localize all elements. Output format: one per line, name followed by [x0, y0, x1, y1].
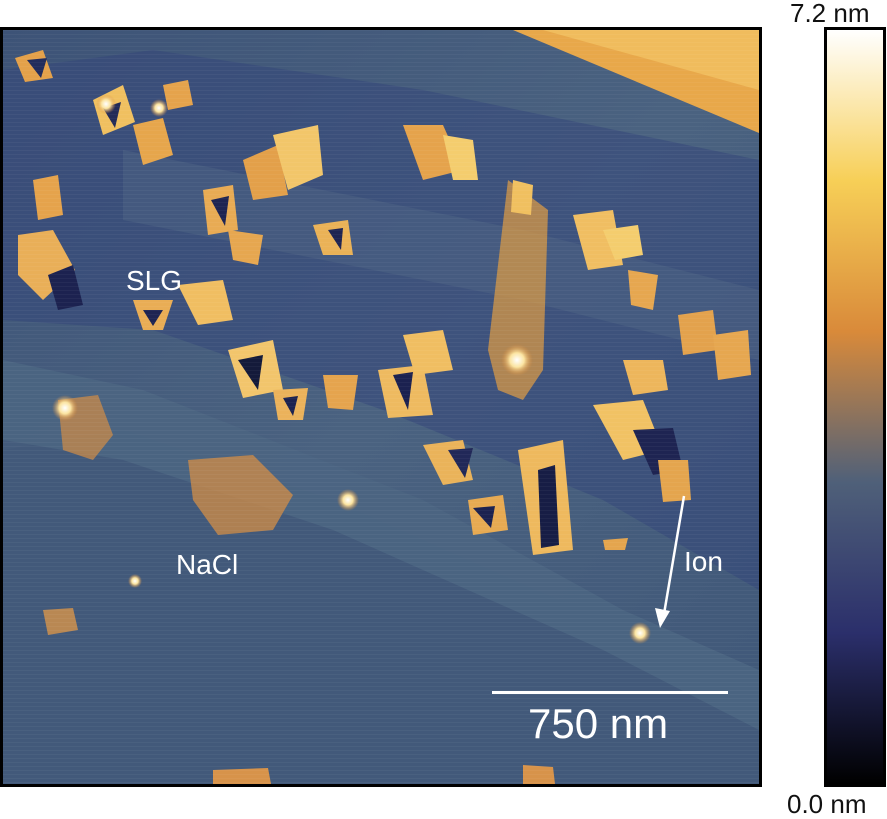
- afm-image-graphic: [3, 30, 759, 784]
- colorbar-min-label: 0.0 nm: [787, 789, 867, 819]
- label-nacl: NaCl: [176, 549, 239, 580]
- scale-bar: [492, 691, 728, 694]
- height-colorbar: [824, 27, 886, 787]
- colorbar-max-label: 7.2 nm: [790, 0, 870, 28]
- scale-bar-label: 750 nm: [528, 700, 669, 747]
- afm-topography-image: [0, 27, 762, 787]
- label-slg: SLG: [126, 265, 183, 296]
- label-ion: Ion: [684, 546, 723, 577]
- ion-arrow-head: [655, 608, 670, 628]
- ion-arrow-shaft: [662, 495, 686, 615]
